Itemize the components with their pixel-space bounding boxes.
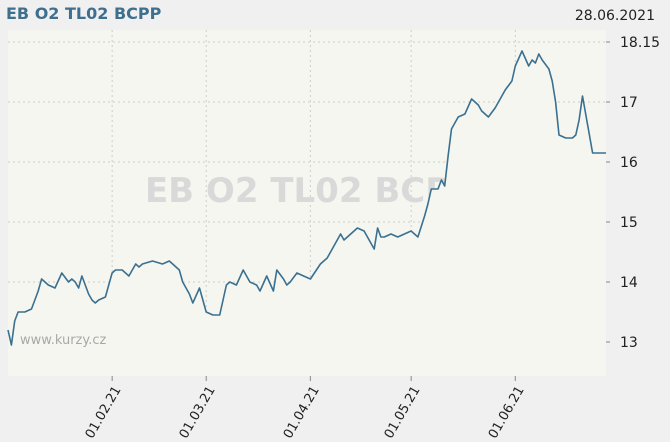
y-tick-label: 18.15 xyxy=(620,35,660,51)
y-tick-label: 17 xyxy=(620,95,638,111)
price-line-group xyxy=(7,50,606,346)
y-tick-label: 15 xyxy=(620,215,638,231)
x-tick-label: 01.02.21 xyxy=(83,384,125,442)
watermark-text: EB O2 TL02 BCPP xyxy=(145,171,475,211)
x-tick-label: 01.04.21 xyxy=(281,384,323,442)
y-tick-label: 13 xyxy=(620,335,638,351)
x-tick-label: 01.06.21 xyxy=(486,384,528,442)
area-fill xyxy=(8,51,606,376)
area-fill-group xyxy=(8,51,606,376)
y-axis-ticks: 13 14 15 16 17 18.15 xyxy=(606,35,660,351)
y-tick-label: 14 xyxy=(620,275,638,291)
chart-date: 28.06.2021 xyxy=(575,8,655,24)
y-tick-label: 16 xyxy=(620,155,638,171)
x-tick-label: 01.05.21 xyxy=(382,384,424,442)
x-tick-label: 01.03.21 xyxy=(177,384,219,442)
x-axis-ticks: 01.02.21 01.03.21 01.04.21 01.05.21 01.06.21 xyxy=(83,376,528,441)
chart-title: EB O2 TL02 BCPP xyxy=(6,4,162,23)
series-line xyxy=(7,50,606,346)
source-label: www.kurzy.cz xyxy=(20,333,106,348)
